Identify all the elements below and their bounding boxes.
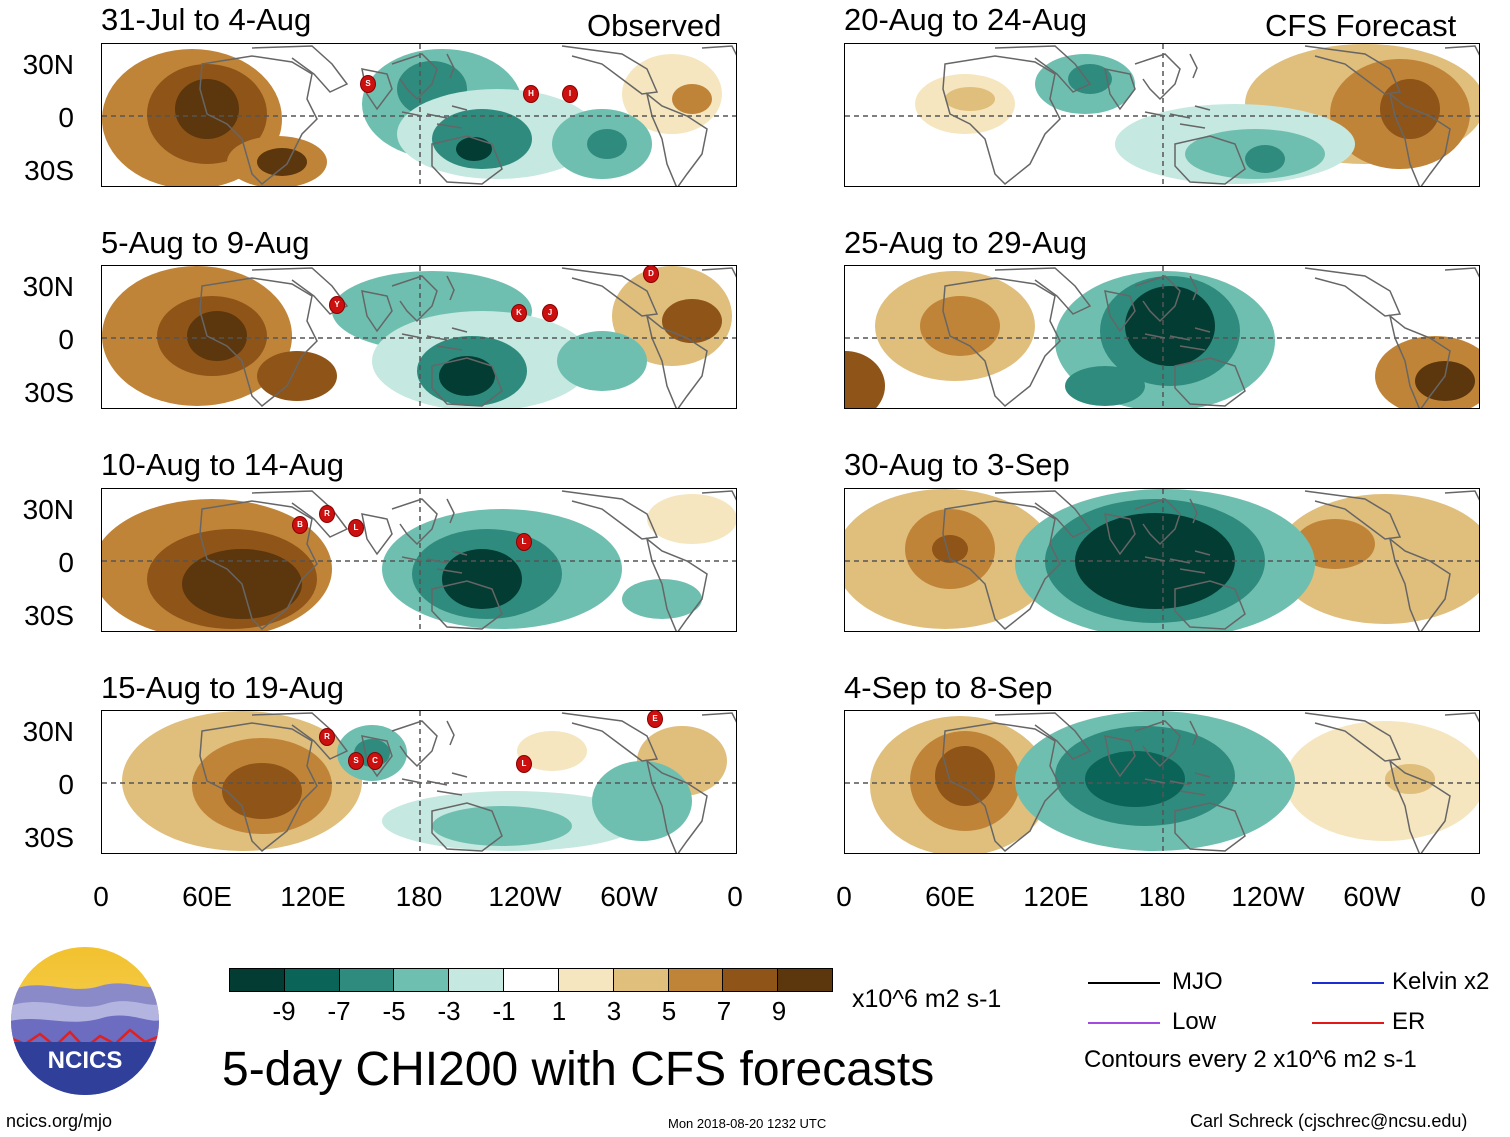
- legend-line-kelvin: [1312, 982, 1384, 984]
- map-panel-fc-2: [844, 265, 1480, 409]
- colorbar-units: x10^6 m2 s-1: [852, 985, 1002, 1013]
- colorbar-swatch: [613, 969, 669, 991]
- xtick-120e: 120E: [280, 881, 346, 912]
- storm-marker: L: [517, 534, 531, 550]
- legend-label-mjo: MJO: [1172, 968, 1223, 995]
- ytick-30s: 30S: [24, 822, 74, 853]
- storm-marker: H: [524, 86, 538, 102]
- ytick-30s: 30S: [24, 377, 74, 408]
- ytick-0: 0: [58, 769, 74, 800]
- panel-title-obs-1: 31-Jul to 4-Aug: [101, 2, 312, 37]
- xtick-180: 180: [1138, 881, 1186, 912]
- colorbar-label: -1: [492, 996, 516, 1026]
- storm-marker: S: [349, 753, 363, 769]
- colorbar-label: -5: [382, 996, 406, 1026]
- colorbar-swatch: [339, 969, 395, 991]
- colorbar-label: -7: [327, 996, 351, 1026]
- ytick-0: 0: [58, 547, 74, 578]
- storm-marker: L: [349, 520, 363, 536]
- panel-title-fc-2: 25-Aug to 29-Aug: [844, 225, 1088, 260]
- map-panel-fc-3: [844, 488, 1480, 632]
- storm-marker: E: [648, 711, 662, 727]
- colorbar-swatch: [558, 969, 614, 991]
- colorbar-swatch: [230, 969, 285, 991]
- colorbar: [229, 968, 833, 992]
- xtick-60w: 60W: [600, 881, 658, 912]
- map-panel-obs-3: [101, 488, 737, 632]
- map-panel-fc-1: [844, 43, 1480, 187]
- colorbar-swatch: [778, 969, 832, 991]
- xtick-0: 0: [93, 881, 109, 912]
- footer-url[interactable]: ncics.org/mjo: [6, 1111, 113, 1131]
- ytick-30n: 30N: [22, 49, 74, 80]
- ytick-30s: 30S: [24, 155, 74, 186]
- xtick-120w: 120W: [1231, 881, 1305, 912]
- xtick-60e: 60E: [925, 881, 975, 912]
- ytick-30n: 30N: [22, 271, 74, 302]
- xtick-60w: 60W: [1343, 881, 1401, 912]
- storm-marker: C: [368, 753, 382, 769]
- xtick-0: 0: [727, 881, 743, 912]
- xtick-180: 180: [395, 881, 443, 912]
- storm-marker: L: [517, 756, 531, 772]
- storm-marker: R: [320, 506, 334, 522]
- logo-text: NCICS: [48, 1047, 123, 1074]
- panel-title-obs-2: 5-Aug to 9-Aug: [101, 225, 310, 260]
- colorbar-label: -3: [437, 996, 461, 1026]
- footer-author: Carl Schreck (cjschrec@ncsu.edu): [1190, 1111, 1468, 1131]
- legend-line-mjo: [1088, 982, 1160, 984]
- main-title: 5-day CHI200 with CFS forecasts: [222, 1043, 935, 1096]
- colorbar-swatch: [394, 969, 450, 991]
- panel-title-fc-1: 20-Aug to 24-Aug: [844, 2, 1088, 37]
- colorbar-label: 3: [606, 996, 622, 1026]
- storm-marker: J: [543, 305, 557, 321]
- colorbar-label: 5: [661, 996, 677, 1026]
- contour-note: Contours every 2 x10^6 m2 s-1: [1084, 1046, 1417, 1073]
- panel-title-obs-3: 10-Aug to 14-Aug: [101, 447, 345, 482]
- map-panel-fc-4: [844, 710, 1480, 854]
- colorbar-swatch: [723, 969, 779, 991]
- storm-marker: B: [293, 517, 307, 533]
- footer-timestamp: Mon 2018-08-20 1232 UTC: [668, 1116, 827, 1131]
- storm-marker: S: [361, 76, 375, 92]
- colorbar-swatch: [668, 969, 724, 991]
- panel-corner-observed: Observed: [587, 8, 722, 43]
- legend-line-low: [1088, 1022, 1160, 1024]
- legend-line-er: [1312, 1022, 1384, 1024]
- panel-title-fc-4: 4-Sep to 8-Sep: [844, 670, 1053, 705]
- panel-corner-cfs-forecast: CFS Forecast: [1265, 8, 1457, 43]
- colorbar-label: 7: [716, 996, 732, 1026]
- legend-label-er: ER: [1392, 1008, 1426, 1035]
- colorbar-label: 9: [771, 996, 787, 1026]
- legend-label-kelvin: Kelvin x2: [1392, 968, 1490, 995]
- xtick-0: 0: [836, 881, 852, 912]
- ytick-0: 0: [58, 102, 74, 133]
- panel-title-fc-3: 30-Aug to 3-Sep: [844, 447, 1070, 482]
- legend-label-low: Low: [1172, 1008, 1217, 1035]
- colorbar-swatch: [284, 969, 340, 991]
- storm-marker: K: [512, 305, 526, 321]
- colorbar-swatch: [449, 969, 505, 991]
- storm-marker: I: [563, 86, 577, 102]
- colorbar-swatch: [504, 969, 559, 991]
- ncics-logo: NCICS: [10, 946, 160, 1096]
- xtick-60e: 60E: [182, 881, 232, 912]
- xtick-0: 0: [1470, 881, 1486, 912]
- ytick-30n: 30N: [22, 494, 74, 525]
- colorbar-label: -9: [272, 996, 296, 1026]
- ytick-0: 0: [58, 324, 74, 355]
- storm-marker: D: [644, 266, 658, 282]
- map-panel-obs-1: [101, 43, 737, 187]
- colorbar-label: 1: [551, 996, 567, 1026]
- ytick-30s: 30S: [24, 600, 74, 631]
- ytick-30n: 30N: [22, 716, 74, 747]
- panel-title-obs-4: 15-Aug to 19-Aug: [101, 670, 345, 705]
- map-panel-obs-4: [101, 710, 737, 854]
- storm-marker: Y: [330, 297, 344, 313]
- storm-marker: R: [320, 729, 334, 745]
- xtick-120e: 120E: [1023, 881, 1089, 912]
- map-panel-obs-2: [101, 265, 737, 409]
- xtick-120w: 120W: [488, 881, 562, 912]
